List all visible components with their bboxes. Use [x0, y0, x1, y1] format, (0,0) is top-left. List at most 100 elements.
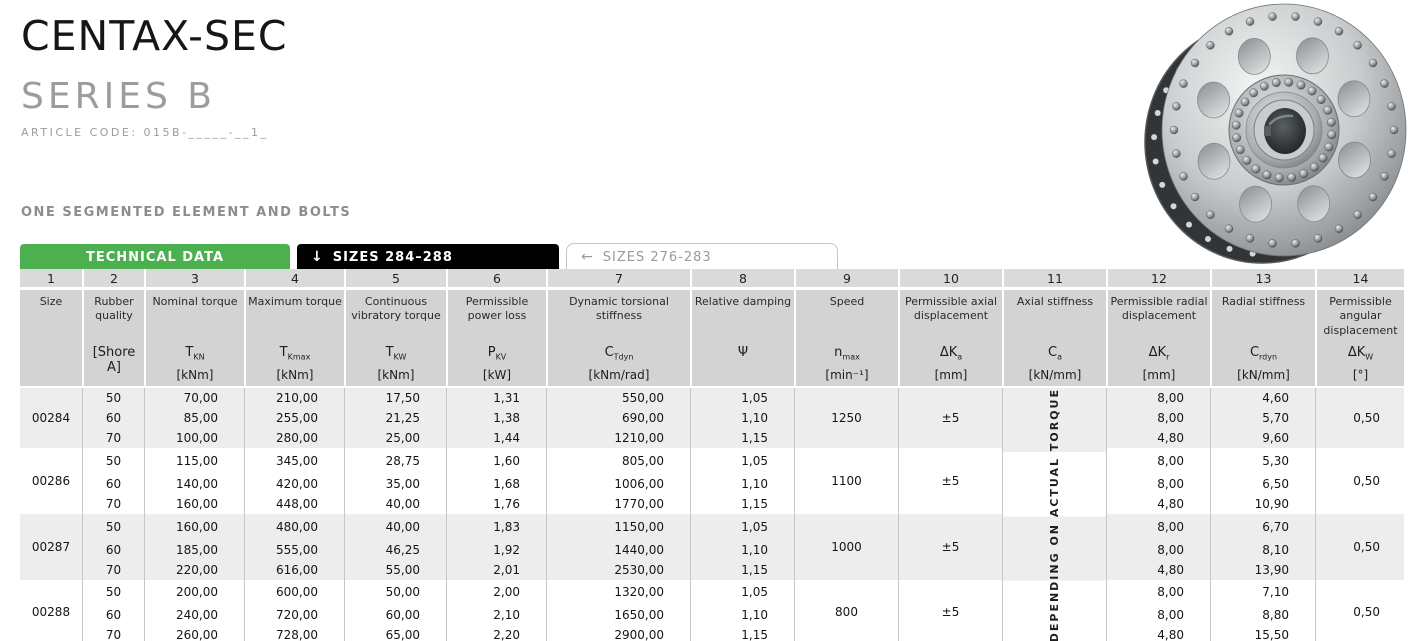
table-row: 70 260,00 728,00 65,00 2,20 2900,00 1,15 4,80 15…: [20, 625, 1404, 641]
maximum-torque-cell: 720,00: [244, 605, 344, 626]
column-unit: [°]: [1352, 368, 1369, 382]
nominal-torque-cell: 160,00: [144, 493, 244, 514]
nominal-torque-cell: 100,00: [144, 428, 244, 448]
nominal-torque-cell: 185,00: [144, 539, 244, 560]
tab-sizes-284-288[interactable]: ↓ SIZES 284–288: [297, 244, 559, 270]
column-number-row: 1 2 3 4 5 6 7 8 9 10 11 12 13 14: [20, 269, 1404, 290]
column-number: 6: [446, 269, 546, 290]
shore-cell: 60: [82, 539, 144, 560]
column-title: Rubber quality: [94, 295, 134, 323]
shore-cell: 60: [82, 473, 144, 494]
torsional-stiffness-cell: 550,00: [546, 388, 690, 408]
maximum-torque-cell: 420,00: [244, 473, 344, 494]
torsional-stiffness-cell: 805,00: [546, 448, 690, 474]
column-number: 14: [1315, 269, 1404, 290]
column-unit: [kN/mm]: [1237, 368, 1290, 382]
power-loss-cell: 1,68: [446, 473, 546, 494]
radial-stiffness-cell: 5,30: [1210, 448, 1315, 474]
nominal-torque-cell: 220,00: [144, 559, 244, 580]
angular-displacement-cell: 0,50: [1315, 448, 1404, 514]
page-subtitle: SERIES B: [21, 76, 216, 118]
damping-cell: 1,05: [690, 579, 794, 606]
radial-stiffness-cell: 4,60: [1210, 388, 1315, 408]
column-number: 5: [344, 269, 446, 290]
damping-cell: 1,10: [690, 408, 794, 428]
column-symbol: TKN: [185, 345, 205, 362]
table-row: 00286 50 115,00 345,00 28,75 1,60 805,00 1,05 11…: [20, 448, 1404, 514]
column-title: Maximum torque: [248, 295, 342, 308]
torsional-stiffness-cell: 1210,00: [546, 428, 690, 448]
column-title: Speed: [829, 295, 865, 308]
power-loss-cell: 2,10: [446, 605, 546, 626]
radial-displacement-cell: 4,80: [1106, 625, 1210, 641]
vibratory-torque-cell: 21,25: [344, 408, 446, 428]
axial-stiffness-note: DEPENDING ON ACTUAL TORQUE: [1048, 388, 1061, 641]
column-title: Permissible radial displacement: [1110, 295, 1208, 323]
axial-displacement-cell: ±5: [898, 448, 1002, 514]
table-row: 60 140,00 420,00 35,00 1,68 1006,00 1,10 8,00 6,…: [20, 473, 1404, 494]
column-symbol: Crdyn: [1249, 345, 1278, 362]
column-unit: [kN/mm]: [1028, 368, 1082, 382]
column-unit: [kNm/rad]: [588, 368, 650, 382]
table-row: 60 240,00 720,00 60,00 2,10 1650,00 1,10 8,00 8,…: [20, 605, 1404, 626]
arrow-left-icon: ←: [581, 249, 594, 265]
column-number: 10: [898, 269, 1002, 290]
column-number: 7: [546, 269, 690, 290]
maximum-torque-cell: 728,00: [244, 625, 344, 641]
radial-stiffness-cell: 10,90: [1210, 493, 1315, 514]
maximum-torque-cell: 480,00: [244, 513, 344, 540]
column-header: Speed nmax [min⁻¹]: [794, 290, 898, 388]
power-loss-cell: 1,83: [446, 513, 546, 540]
vibratory-torque-cell: 65,00: [344, 625, 446, 641]
shore-cell: 50: [82, 388, 144, 408]
column-title: Continuous vibratory torque: [351, 295, 441, 323]
radial-displacement-cell: 8,00: [1106, 539, 1210, 560]
column-symbol: [22, 345, 80, 368]
torsional-stiffness-cell: 1150,00: [546, 513, 690, 540]
table-row: 70 220,00 616,00 55,00 2,01 2530,00 1,15 4,80 13…: [20, 559, 1404, 580]
tab-technical-data[interactable]: TECHNICAL DATA: [20, 244, 290, 270]
column-header-row: Size Rubber quality [Shore A] Nominal to…: [20, 290, 1404, 388]
column-number: 4: [244, 269, 344, 290]
maximum-torque-cell: 448,00: [244, 493, 344, 514]
table-row: 60 85,00 255,00 21,25 1,38 690,00 1,10 8,00 5,70: [20, 408, 1404, 428]
damping-cell: 1,15: [690, 428, 794, 448]
column-symbol: ΔKa: [939, 345, 963, 362]
column-number: 1: [20, 269, 82, 290]
size-cell: 00288: [20, 579, 82, 641]
radial-stiffness-cell: 7,10: [1210, 579, 1315, 606]
column-unit: [86, 368, 142, 384]
column-title: Nominal torque: [152, 295, 238, 308]
table-row: 00287 50 160,00 480,00 40,00 1,83 1150,00 1,05 1…: [20, 513, 1404, 580]
radial-displacement-cell: 8,00: [1106, 579, 1210, 606]
column-header: Nominal torque TKN [kNm]: [144, 290, 244, 388]
torsional-stiffness-cell: 2900,00: [546, 625, 690, 641]
column-header: Dynamic torsional stiffness CTdyn [kNm/r…: [546, 290, 690, 388]
shore-cell: 70: [82, 559, 144, 580]
column-header: Permissible radial displacement ΔKr [mm]: [1106, 290, 1210, 388]
nominal-torque-cell: 260,00: [144, 625, 244, 641]
shore-cell: 70: [82, 493, 144, 514]
column-title: Permissible axial displacement: [904, 295, 998, 323]
torsional-stiffness-cell: 2530,00: [546, 559, 690, 580]
column-header: Axial stiffness Ca [kN/mm]: [1002, 290, 1106, 388]
column-symbol: TKW: [385, 345, 407, 362]
tab-label: SIZES 276-283: [602, 249, 712, 265]
vibratory-torque-cell: 40,00: [344, 493, 446, 514]
vibratory-torque-cell: 50,00: [344, 579, 446, 606]
column-number: 2: [82, 269, 144, 290]
article-code: ARTICLE CODE: 015B-_____-__1_: [21, 125, 269, 139]
size-cell: 00284: [20, 388, 82, 448]
size-cell: 00286: [20, 448, 82, 514]
page-title: CENTAX-SEC: [21, 12, 288, 60]
damping-cell: 1,15: [690, 493, 794, 514]
nominal-torque-cell: 70,00: [144, 388, 244, 408]
column-number: 13: [1210, 269, 1315, 290]
column-title: Permissible power loss: [465, 295, 529, 323]
column-header: Permissible axial displacement ΔKa [mm]: [898, 290, 1002, 388]
damping-cell: 1,05: [690, 448, 794, 474]
tab-sizes-276-283[interactable]: ← SIZES 276-283: [566, 243, 838, 270]
vibratory-torque-cell: 35,00: [344, 473, 446, 494]
power-loss-cell: 1,44: [446, 428, 546, 448]
